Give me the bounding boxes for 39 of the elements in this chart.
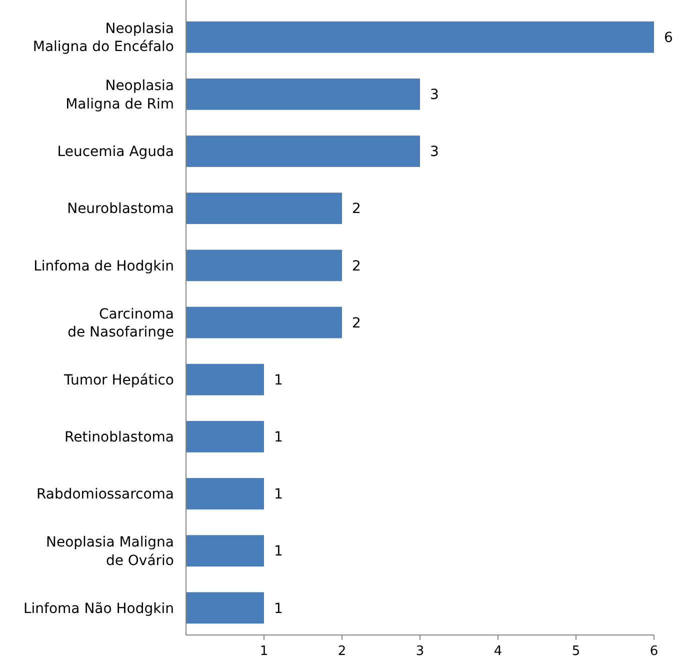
x-tick-label: 1 — [260, 644, 268, 659]
y-tick-label: Neuroblastoma — [67, 201, 174, 218]
x-tick-label: 3 — [416, 644, 424, 659]
y-tick-label: Retinoblastoma — [64, 430, 174, 446]
y-tick-label: Neoplasia Maligna do Encéfalo — [32, 21, 174, 56]
y-tick-label: Tumor Hepático — [63, 372, 174, 388]
data-label: 3 — [430, 87, 439, 104]
bar — [186, 420, 264, 452]
data-label: 6 — [664, 30, 673, 46]
data-label: 1 — [274, 486, 283, 503]
x-tick-label: 5 — [572, 644, 580, 659]
data-label: 1 — [274, 372, 283, 388]
x-tick-label: 2 — [338, 644, 346, 659]
bar — [186, 478, 264, 510]
y-tick-label: Linfoma Não Hodgkin — [23, 600, 174, 617]
data-label: 1 — [274, 544, 283, 560]
bar — [186, 306, 342, 338]
bar — [186, 78, 420, 110]
bar — [186, 535, 264, 567]
bar — [186, 364, 264, 396]
data-label: 1 — [274, 600, 283, 617]
bar — [186, 250, 342, 282]
y-tick-label: Leucemia Aguda — [57, 144, 174, 160]
bar — [186, 136, 420, 167]
bar — [186, 21, 654, 53]
data-label: 2 — [352, 315, 361, 332]
data-label: 1 — [274, 430, 283, 446]
y-tick-label: Neoplasia Maligna de Ovário — [46, 534, 174, 569]
bar — [186, 192, 342, 224]
y-tick-label: Neoplasia Maligna de Rim — [66, 78, 174, 112]
data-label: 2 — [352, 201, 361, 218]
bar — [186, 592, 264, 624]
x-tick-label: 6 — [650, 644, 658, 659]
data-label: 2 — [352, 258, 361, 274]
data-label: 3 — [430, 144, 439, 160]
y-tick-label: Linfoma de Hodgkin — [34, 258, 174, 274]
y-tick-label: Rabdomiossarcoma — [36, 486, 174, 503]
x-tick-label: 4 — [494, 644, 502, 659]
y-tick-label: Carcinoma de Nasofaringe — [68, 306, 174, 341]
